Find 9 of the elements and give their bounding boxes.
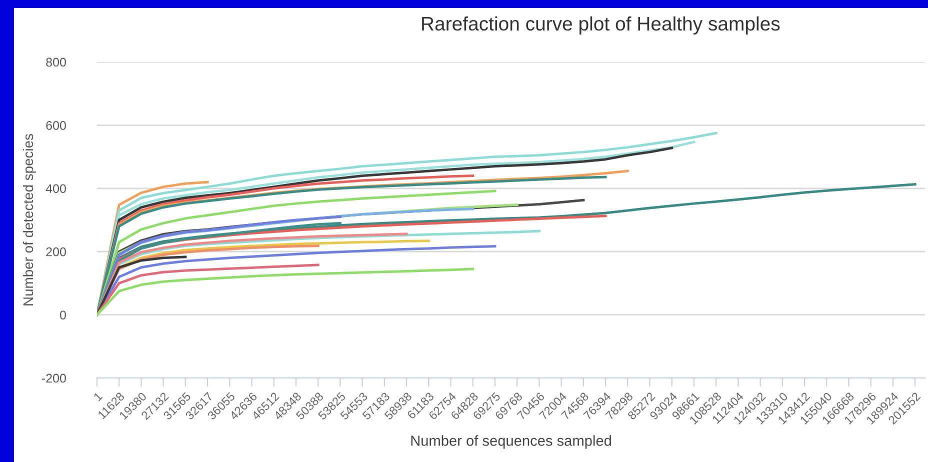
y-tick-label: 600 [46, 121, 66, 130]
x-axis-title: Number of sequences sampled [411, 435, 611, 449]
chart-title: Rarefaction curve plot of Healthy samples [422, 16, 780, 34]
y-tick-label: 400 [46, 184, 66, 194]
y-tick-label: 200 [46, 247, 66, 256]
y-tick-label: -200 [42, 374, 66, 383]
y-tick-label: 800 [46, 58, 66, 67]
y-tick-label: 0 [60, 310, 66, 320]
y-axis-title: Number of detected species [22, 134, 36, 306]
